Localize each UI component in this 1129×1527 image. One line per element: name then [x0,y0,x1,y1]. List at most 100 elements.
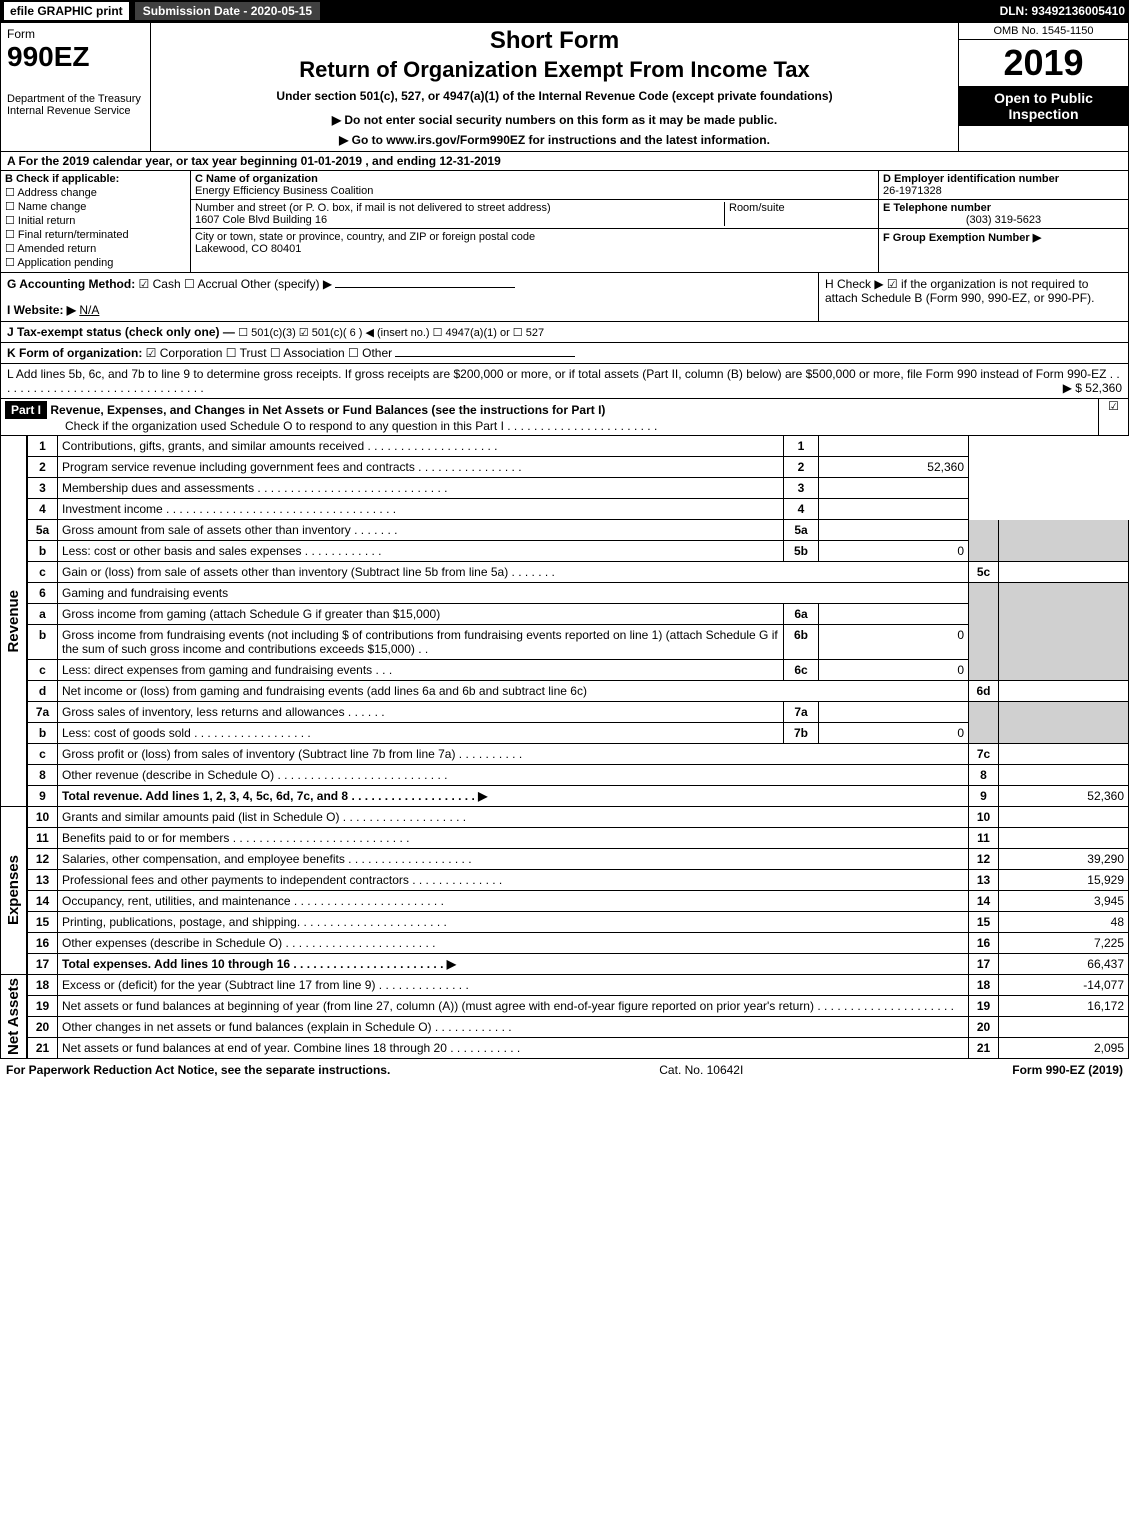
line-6: 6Gaming and fundraising events [28,583,1129,604]
part1-check-text: Check if the organization used Schedule … [5,419,657,433]
top-bar: efile GRAPHIC print Submission Date - 20… [0,0,1129,22]
subtitle: Under section 501(c), 527, or 4947(a)(1)… [159,89,950,103]
part1-checkbox[interactable]: ☑ [1098,399,1128,435]
opt-application-pending[interactable]: ☐ Application pending [5,256,186,269]
line-10: 10Grants and similar amounts paid (list … [28,807,1129,828]
line-16: 16Other expenses (describe in Schedule O… [28,933,1129,954]
opt-amended-return[interactable]: ☐ Amended return [5,242,186,255]
revenue-table: 1Contributions, gifts, grants, and simil… [27,436,1129,807]
addr-label: Number and street (or P. O. box, if mail… [195,202,551,214]
omb-number: OMB No. 1545-1150 [959,23,1128,40]
line-17: 17Total expenses. Add lines 10 through 1… [28,954,1129,975]
g-other[interactable]: Other (specify) ▶ [241,277,332,291]
line-5a: 5aGross amount from sale of assets other… [28,520,1129,541]
line-8: 8Other revenue (describe in Schedule O) … [28,765,1129,786]
opt-final-return[interactable]: ☐ Final return/terminated [5,228,186,241]
line-2: 2Program service revenue including gover… [28,457,1129,478]
org-address: 1607 Cole Blvd Building 16 [195,214,327,226]
note-goto: ▶ Go to www.irs.gov/Form990EZ for instru… [159,133,950,147]
footer-left: For Paperwork Reduction Act Notice, see … [6,1063,390,1077]
submission-date: Submission Date - 2020-05-15 [135,2,320,20]
g-label: G Accounting Method: [7,277,135,291]
l-total: ▶ $ 52,360 [1063,381,1122,395]
d-label: D Employer identification number [883,173,1059,185]
l-text: L Add lines 5b, 6c, and 7b to line 9 to … [7,367,1120,395]
line-7b: bLess: cost of goods sold . . . . . . . … [28,723,1129,744]
b-label: B Check if applicable: [5,173,119,185]
irs-label: Internal Revenue Service [7,105,144,117]
open-to-public: Open to Public [961,90,1126,106]
expenses-label: Expenses [5,855,22,925]
room-suite-label: Room/suite [724,202,874,226]
org-city: Lakewood, CO 80401 [195,243,301,255]
opt-address-change[interactable]: ☐ Address change [5,186,186,199]
inspection: Inspection [961,106,1126,122]
line-18: 18Excess or (deficit) for the year (Subt… [28,975,1129,996]
title-return: Return of Organization Exempt From Incom… [159,57,950,83]
section-bcdef: B Check if applicable: ☐ Address change … [0,171,1129,273]
c-label: C Name of organization [195,173,318,185]
line-5c: cGain or (loss) from sale of assets othe… [28,562,1129,583]
line-21: 21Net assets or fund balances at end of … [28,1038,1129,1059]
line-3: 3Membership dues and assessments . . . .… [28,478,1129,499]
org-name: Energy Efficiency Business Coalition [195,185,373,197]
dept-label: Department of the Treasury [7,93,144,105]
k-label: K Form of organization: [7,346,142,360]
website-value: N/A [79,303,99,317]
tax-year: 2019 [959,40,1128,86]
i-label: I Website: ▶ [7,303,76,317]
efile-label: efile GRAPHIC print [4,2,129,20]
line-4: 4Investment income . . . . . . . . . . .… [28,499,1129,520]
line-15: 15Printing, publications, postage, and s… [28,912,1129,933]
part1-title: Revenue, Expenses, and Changes in Net As… [50,403,605,417]
line-7a: 7aGross sales of inventory, less returns… [28,702,1129,723]
part1-label: Part I [5,401,47,419]
line-6a: aGross income from gaming (attach Schedu… [28,604,1129,625]
ein-value: 26-1971328 [883,185,942,197]
row-k: K Form of organization: ☑ Corporation ☐ … [0,343,1129,364]
net-assets-label: Net Assets [5,978,22,1055]
expenses-section: Expenses 10Grants and similar amounts pa… [0,807,1129,975]
line-13: 13Professional fees and other payments t… [28,870,1129,891]
city-label: City or town, state or province, country… [195,231,535,243]
opt-initial-return[interactable]: ☐ Initial return [5,214,186,227]
g-accrual[interactable]: ☐ Accrual [184,277,237,291]
revenue-section: Revenue 1Contributions, gifts, grants, a… [0,436,1129,807]
phone-value: (303) 319-5623 [883,214,1124,226]
line-20: 20Other changes in net assets or fund ba… [28,1017,1129,1038]
h-text: H Check ▶ ☑ if the organization is not r… [818,273,1128,321]
row-l: L Add lines 5b, 6c, and 7b to line 9 to … [0,364,1129,399]
j-label: J Tax-exempt status (check only one) — [7,325,235,339]
line-6c: cLess: direct expenses from gaming and f… [28,660,1129,681]
form-header: Form 990EZ Department of the Treasury In… [0,22,1129,152]
page-footer: For Paperwork Reduction Act Notice, see … [0,1059,1129,1081]
line-5b: bLess: cost or other basis and sales exp… [28,541,1129,562]
note-ssn: ▶ Do not enter social security numbers o… [159,113,950,127]
part1-header: Part I Revenue, Expenses, and Changes in… [0,399,1129,436]
line-9: 9Total revenue. Add lines 1, 2, 3, 4, 5c… [28,786,1129,807]
footer-cat: Cat. No. 10642I [659,1063,743,1077]
g-cash[interactable]: ☑ Cash [139,277,181,291]
revenue-label: Revenue [5,590,22,653]
line-11: 11Benefits paid to or for members . . . … [28,828,1129,849]
line-7c: cGross profit or (loss) from sales of in… [28,744,1129,765]
line-14: 14Occupancy, rent, utilities, and mainte… [28,891,1129,912]
line-12: 12Salaries, other compensation, and empl… [28,849,1129,870]
footer-right: Form 990-EZ (2019) [1012,1063,1123,1077]
k-options[interactable]: ☑ Corporation ☐ Trust ☐ Association ☐ Ot… [146,346,392,360]
line-6d: dNet income or (loss) from gaming and fu… [28,681,1129,702]
opt-name-change[interactable]: ☐ Name change [5,200,186,213]
j-options[interactable]: ☐ 501(c)(3) ☑ 501(c)( 6 ) ◀ (insert no.)… [238,327,544,339]
dln: DLN: 93492136005410 [1000,4,1125,18]
line-6b: bGross income from fundraising events (n… [28,625,1129,660]
row-ghi: G Accounting Method: ☑ Cash ☐ Accrual Ot… [0,273,1129,322]
e-label: E Telephone number [883,202,991,214]
net-assets-section: Net Assets 18Excess or (deficit) for the… [0,975,1129,1059]
net-assets-table: 18Excess or (deficit) for the year (Subt… [27,975,1129,1059]
title-short-form: Short Form [159,27,950,55]
form-number: 990EZ [7,41,144,73]
expenses-table: 10Grants and similar amounts paid (list … [27,807,1129,975]
form-label: Form [7,27,144,41]
row-a: A For the 2019 calendar year, or tax yea… [0,152,1129,171]
f-label: F Group Exemption Number ▶ [883,232,1041,244]
